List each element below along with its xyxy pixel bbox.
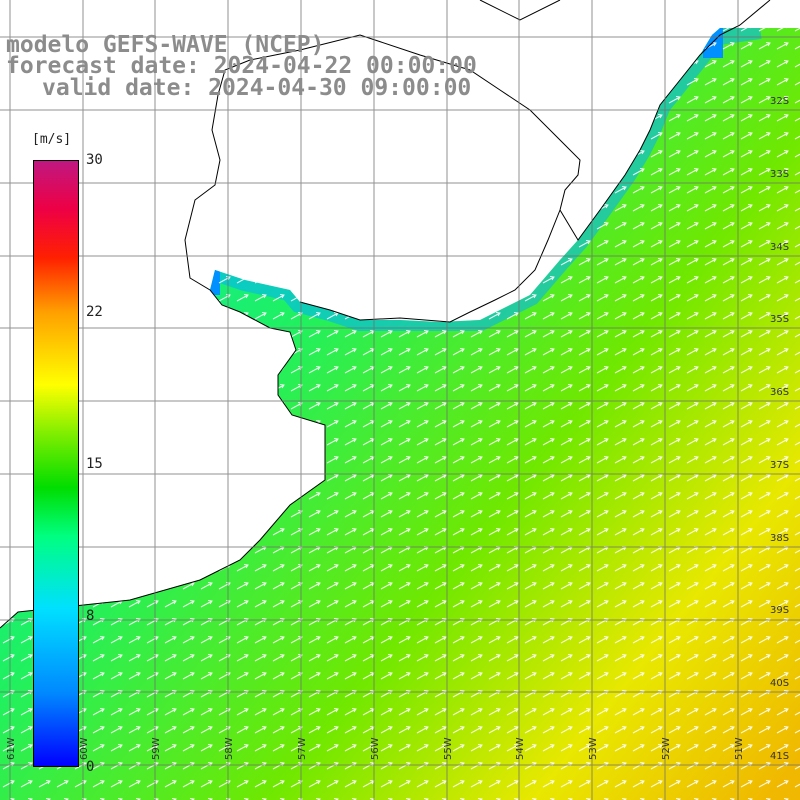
model-title: modelo GEFS-WAVE (NCEP) xyxy=(6,32,325,58)
lon-label: 60W xyxy=(79,737,90,760)
lat-label: 38S xyxy=(770,533,789,544)
lon-label: 53W xyxy=(588,737,599,760)
colorbar-tick: 15 xyxy=(86,456,103,472)
lon-label: 56W xyxy=(370,737,381,760)
colorbar-tick: 22 xyxy=(86,304,103,320)
lat-label: 35S xyxy=(770,314,789,325)
lon-label: 59W xyxy=(151,737,162,760)
lon-label: 61W xyxy=(6,737,17,760)
colorbar-tick: 30 xyxy=(86,152,103,168)
forecast-date: forecast date: 2024-04-22 00:00:00 xyxy=(6,53,477,79)
lon-label: 51W xyxy=(734,737,745,760)
lon-label: 57W xyxy=(297,737,308,760)
colorbar xyxy=(33,160,79,767)
lat-label: 32S xyxy=(770,96,789,107)
lat-label: 40S xyxy=(770,678,789,689)
colorbar-tick: 8 xyxy=(86,608,95,624)
lat-label: 39S xyxy=(770,605,789,616)
coastline xyxy=(0,0,771,629)
valid-date: valid date: 2024-04-30 09:00:00 xyxy=(42,75,472,101)
lon-label: 55W xyxy=(443,737,454,760)
lat-label: 33S xyxy=(770,169,789,180)
lon-label: 54W xyxy=(515,737,526,760)
latitude-labels: 32S 33S 34S 35S 36S 37S 38S 39S 40S 41S xyxy=(770,96,789,762)
lat-label: 41S xyxy=(770,751,789,762)
lat-label: 34S xyxy=(770,242,789,253)
lon-label: 52W xyxy=(661,737,672,760)
colorbar-unit: [m/s] xyxy=(32,132,72,147)
lon-label: 58W xyxy=(224,737,235,760)
lat-label: 37S xyxy=(770,460,789,471)
lat-label: 36S xyxy=(770,387,789,398)
longitude-labels: 61W 60W 59W 58W 57W 56W 55W 54W 53W 52W … xyxy=(6,737,745,760)
colorbar-tick: 0 xyxy=(86,759,95,775)
